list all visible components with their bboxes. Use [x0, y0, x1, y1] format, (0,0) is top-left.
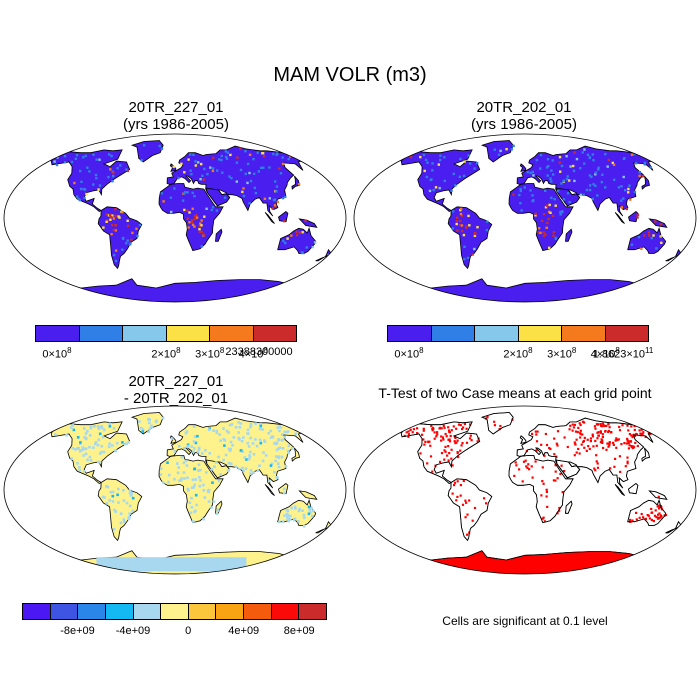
- panel-title-line2: (yrs 1986-2005): [471, 116, 577, 133]
- colorbar-tick-label: 2×108: [151, 346, 181, 361]
- colorbar-tick-label: 4×108: [590, 346, 620, 361]
- colorbar-swatch: [23, 604, 51, 619]
- colorbar-tick-label: 0×108: [394, 346, 424, 361]
- map-border: [3, 133, 347, 303]
- colorbar-swatch: [79, 326, 123, 341]
- panel-title-line1: 20TR_227_01: [128, 373, 224, 390]
- panel-title-line1: 20TR_202_01: [476, 99, 572, 116]
- colorbar-tick-label: -8e+09: [60, 625, 95, 637]
- colorbar-swatch: [188, 604, 217, 619]
- significance-note: Cells are significant at 0.1 level: [442, 614, 608, 628]
- panel-title-bottom-left: 20TR_227_01 - 20TR_202_01: [26, 373, 326, 407]
- map-bottom-left: [3, 405, 347, 575]
- land-southAmerica: [97, 206, 143, 270]
- colorbar-swatch: [36, 326, 80, 341]
- land-greenland: [130, 140, 164, 163]
- land-arabiaFill: [206, 187, 231, 207]
- colorbar-swatch: [605, 326, 648, 341]
- panel-title-line2: - 20TR_202_01: [123, 390, 229, 407]
- land-newGuinea: [298, 490, 318, 500]
- map-bottom-right: [353, 405, 697, 575]
- colorbar-swatch: [161, 604, 189, 619]
- land-northAmerica: [400, 149, 481, 212]
- colorbar-labels-top-right: 0×108 2×108 3×108 4×108 1.8623×1011: [387, 346, 653, 362]
- colorbar-tick-label: 3×108: [195, 346, 225, 361]
- land-indonesia2: [278, 210, 289, 223]
- colorbar-labels-top-left: 0×108 2×108 3×108 4×108 23388300000: [35, 346, 297, 362]
- colorbar-swatch: [216, 604, 245, 619]
- land-newGuinea: [648, 218, 668, 228]
- colorbar-swatch: [78, 604, 106, 619]
- colorbar-swatch: [105, 604, 134, 619]
- map-top-right: [353, 133, 697, 303]
- land-northAmerica: [50, 421, 131, 484]
- colorbar-top-right: [387, 325, 649, 342]
- panel-title-bottom-right: T-Test of two Case means at each grid po…: [378, 385, 652, 401]
- colorbar-labels-bottom-left: -8e+09 -4e+09 0 4e+09 8e+09: [22, 625, 327, 641]
- land-japan: [291, 175, 300, 190]
- colorbar-swatch: [271, 604, 300, 619]
- colorbar-swatch: [133, 604, 162, 619]
- map-border: [353, 405, 697, 575]
- colorbar-swatch: [123, 326, 167, 341]
- land-arabiaFill: [556, 187, 581, 207]
- colorbar-swatch: [475, 326, 519, 341]
- land-arabiaFill: [206, 459, 231, 479]
- colorbar-tick-label: 0×108: [42, 346, 72, 361]
- colorbar-tick-label: 4×108: [238, 346, 268, 361]
- land-eurasia: [516, 145, 656, 217]
- land-indonesia1: [264, 212, 275, 224]
- colorbar-tick-label: 2×108: [503, 346, 533, 361]
- colorbar-top-left: [35, 325, 297, 342]
- land-africa: [508, 183, 574, 252]
- map-border: [3, 405, 347, 575]
- colorbar-swatch: [431, 326, 475, 341]
- land-japan: [641, 175, 650, 190]
- colorbar-bottom-left: [22, 603, 327, 620]
- colorbar-tick-label: -4e+09: [115, 625, 151, 637]
- map-top-left: [3, 133, 347, 303]
- colorbar-tick-label: 23388300000: [225, 346, 293, 358]
- colorbar-swatch: [388, 326, 432, 341]
- panel-title-top-left: 20TR_227_01 (yrs 1986-2005): [26, 99, 326, 133]
- colorbar-swatch: [50, 604, 79, 619]
- panel-title-line1: 20TR_227_01: [128, 99, 224, 116]
- land-madagascar: [215, 228, 223, 242]
- colorbar-swatch: [518, 326, 562, 341]
- figure-title: MAM VOLR (m3): [273, 64, 427, 86]
- colorbar-swatch: [166, 326, 210, 341]
- land-africa: [158, 183, 224, 252]
- land-britain: [519, 163, 527, 172]
- colorbar-swatch: [562, 326, 606, 341]
- panel-title-line2: (yrs 1986-2005): [123, 116, 229, 133]
- colorbar-tick-label: 8e+09: [283, 625, 315, 637]
- colorbar-tick-label: 0: [185, 625, 192, 637]
- land-japan: [291, 447, 300, 462]
- colorbar-swatch: [210, 326, 254, 341]
- land-greenland: [480, 140, 514, 163]
- colorbar-swatch: [253, 326, 296, 341]
- land-eurasia: [166, 417, 306, 489]
- land-indonesia1: [264, 484, 275, 496]
- colorbar-swatch: [244, 604, 272, 619]
- colorbar-tick-label: 1.8623×1011: [592, 346, 654, 361]
- land-indonesia1: [614, 212, 625, 224]
- land-madagascar: [565, 228, 573, 242]
- map-border: [353, 133, 697, 303]
- colorbar-tick-label: 3×108: [547, 346, 577, 361]
- colorbar-swatch: [299, 604, 327, 619]
- map-ocean: [354, 406, 696, 574]
- land-southAmerica: [447, 206, 493, 270]
- colorbar-tick-label: 4e+09: [228, 625, 260, 637]
- panel-title-top-right: 20TR_202_01 (yrs 1986-2005): [374, 99, 674, 133]
